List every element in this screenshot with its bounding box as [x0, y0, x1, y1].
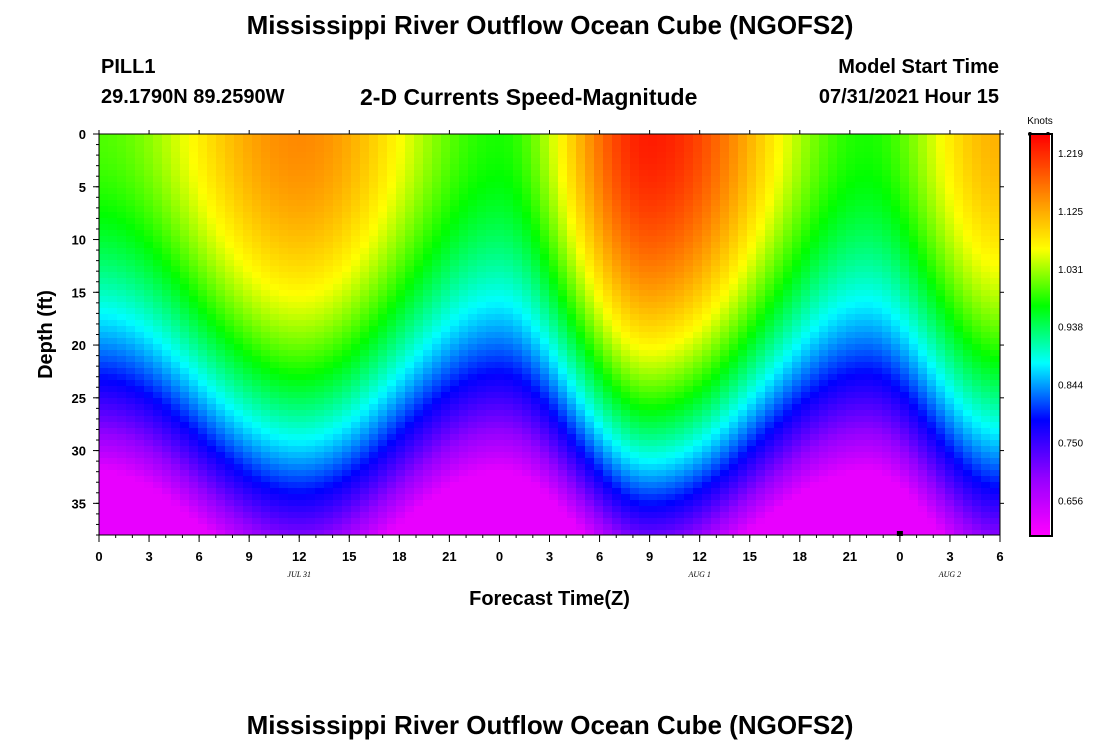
y-tick-label: 5: [79, 180, 86, 195]
x-tick-label: 0: [896, 549, 903, 564]
y-axis-title: Depth (ft): [35, 290, 57, 379]
colorbar-tick-label: 0.750: [1058, 438, 1083, 449]
colorbar-tick-label: 1.031: [1058, 265, 1083, 276]
x-tick-label: 3: [145, 549, 152, 564]
x-tick-label: 3: [546, 549, 553, 564]
page-title: Mississippi River Outflow Ocean Cube (NG…: [246, 10, 854, 40]
speed-heatmap: [99, 134, 1000, 535]
colorbar-frame: [1029, 133, 1053, 537]
x-tick-label: 0: [95, 549, 102, 564]
chart-subtitle: 2-D Currents Speed-Magnitude: [360, 84, 698, 110]
y-tick-label: 25: [72, 391, 86, 406]
footer-title: Mississippi River Outflow Ocean Cube (NG…: [246, 710, 854, 740]
y-tick-label: 20: [72, 338, 86, 353]
colorbar-title: Knots: [1027, 116, 1053, 127]
x-tick-label: 21: [843, 549, 857, 564]
y-tick-label: 15: [72, 285, 86, 300]
y-tick-label: 30: [72, 444, 86, 459]
model-start-label: Model Start Time: [838, 56, 999, 78]
station-coordinates: 29.1790N 89.2590W: [101, 86, 285, 108]
x-day-label: AUG 1: [687, 570, 710, 579]
x-axis-title: Forecast Time(Z): [469, 588, 630, 610]
x-tick-label: 15: [742, 549, 756, 564]
x-tick-label: 15: [342, 549, 356, 564]
x-tick-label: 6: [195, 549, 202, 564]
x-tick-label: 6: [996, 549, 1003, 564]
x-tick-label: 9: [246, 549, 253, 564]
x-tick-label: 18: [793, 549, 807, 564]
colorbar-gradient: [1030, 134, 1050, 535]
station-id: PILL1: [101, 56, 156, 78]
x-tick-label: 6: [596, 549, 603, 564]
x-tick-label: 0: [496, 549, 503, 564]
x-tick-label: 9: [646, 549, 653, 564]
colorbar-tick-label: 0.938: [1058, 322, 1083, 333]
time-marker: [896, 531, 903, 536]
x-tick-label: 18: [392, 549, 406, 564]
colorbar-tick-label: 1.125: [1058, 207, 1083, 218]
y-tick-label: 10: [72, 233, 86, 248]
x-tick-label: 12: [692, 549, 706, 564]
x-tick-label: 12: [292, 549, 306, 564]
x-day-label: JUL 31: [287, 570, 311, 579]
x-day-label: AUG 2: [938, 570, 961, 579]
y-tick-label: 0: [79, 127, 86, 142]
colorbar-tick-label: 0.656: [1058, 496, 1083, 507]
model-start-value: 07/31/2021 Hour 15: [818, 86, 999, 108]
heatmap-plot-area: [99, 134, 1000, 535]
plot-frame: [98, 133, 1001, 536]
colorbar-tick-label: 0.844: [1058, 380, 1083, 391]
x-tick-label: 3: [946, 549, 953, 564]
y-tick-label: 35: [72, 496, 86, 511]
x-tick-label: 21: [442, 549, 456, 564]
colorbar-tick-label: 1.219: [1058, 149, 1083, 160]
